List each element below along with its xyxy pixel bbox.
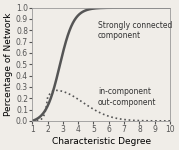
Text: Strongly connected
component: Strongly connected component	[98, 21, 172, 40]
Text: in-component
out-component: in-component out-component	[98, 87, 157, 107]
X-axis label: Characteristic Degree: Characteristic Degree	[52, 137, 151, 146]
Y-axis label: Percentage of Network: Percentage of Network	[4, 13, 13, 116]
